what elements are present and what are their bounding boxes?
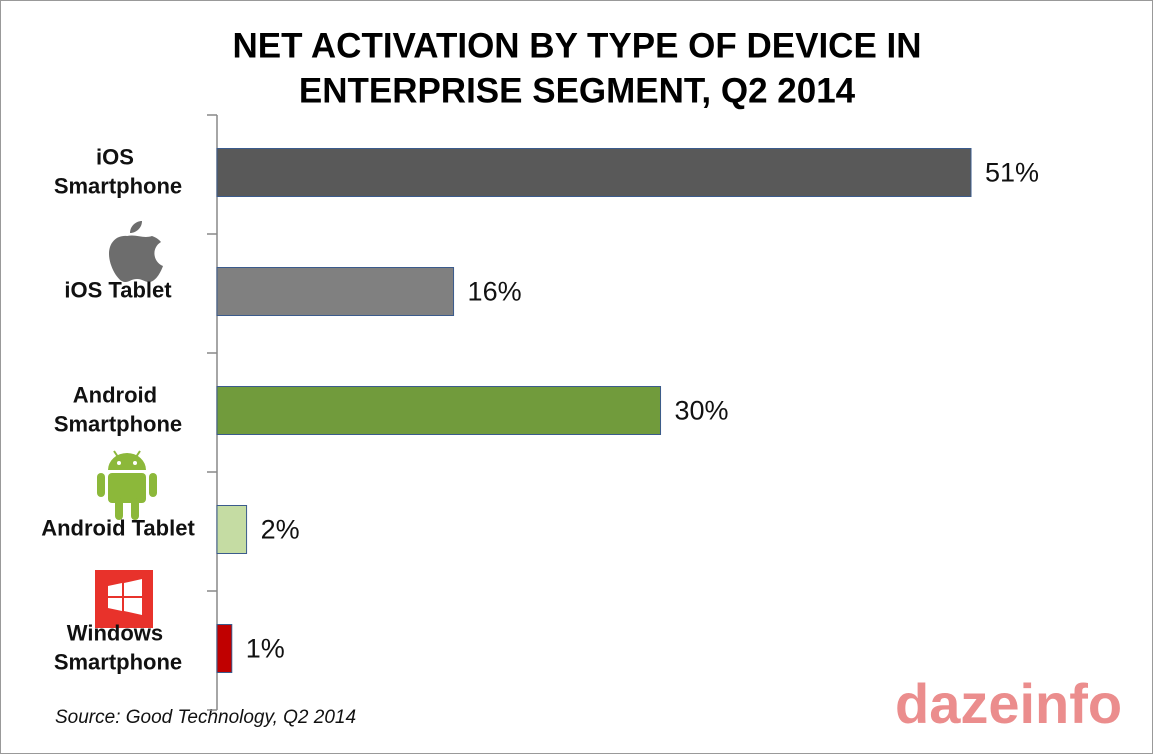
value-label: 1% <box>246 634 285 664</box>
value-label: 2% <box>261 515 300 545</box>
y-tick-label: iOS Smartphone <box>54 144 182 198</box>
bar <box>216 505 248 554</box>
bar <box>216 386 662 435</box>
watermark: dazeinfo <box>895 672 1122 735</box>
chart-title: NET ACTIVATION BY TYPE OF DEVICE IN <box>232 26 921 65</box>
y-tick-label: Android Smartphone <box>54 382 182 436</box>
apple-icon <box>109 221 163 282</box>
bar <box>216 267 455 316</box>
windows-icon <box>95 570 153 628</box>
value-label: 30% <box>675 396 729 426</box>
y-tick-label: Windows Smartphone <box>54 620 182 674</box>
y-tick-label: iOS Tablet <box>64 277 172 302</box>
value-label: 16% <box>468 277 522 307</box>
y-tick-label: Android Tablet <box>41 515 195 540</box>
bar <box>216 148 972 197</box>
value-label: 51% <box>985 158 1039 188</box>
bar <box>216 624 233 673</box>
source-note: Source: Good Technology, Q2 2014 <box>55 707 356 728</box>
chart-title: ENTERPRISE SEGMENT, Q2 2014 <box>299 71 856 110</box>
android-icon <box>97 450 157 520</box>
